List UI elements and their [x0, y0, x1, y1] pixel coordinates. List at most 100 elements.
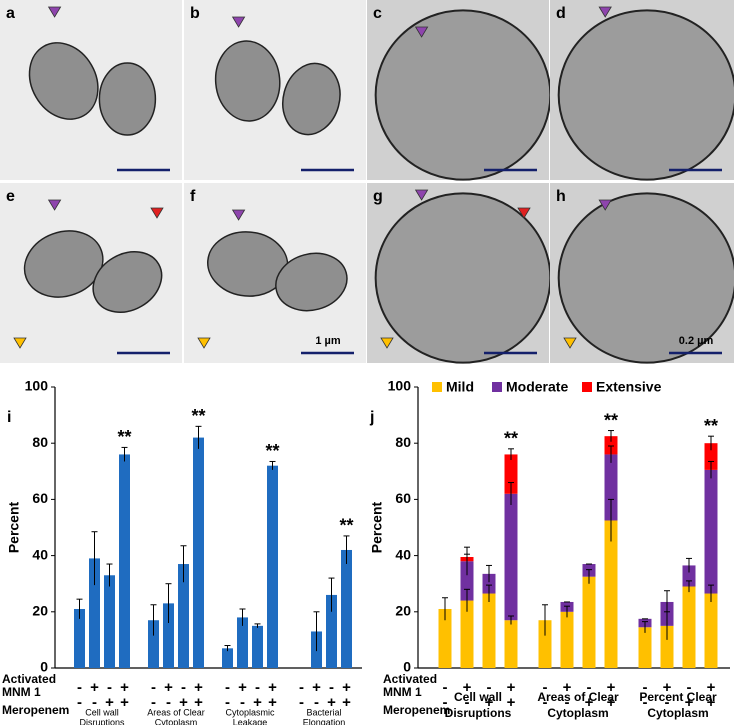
treatment-sign: - [587, 679, 592, 696]
treatment-sign: + [342, 694, 351, 711]
treatment-sign: + [312, 679, 321, 696]
bar-segment [660, 625, 674, 668]
arrowhead [13, 337, 27, 349]
y-axis-title: Percent [369, 501, 385, 553]
significance: ** [504, 429, 518, 449]
legend-swatch [492, 382, 502, 392]
bar [104, 575, 115, 668]
bar [237, 617, 248, 668]
treatment-sign: + [268, 694, 277, 711]
treatment-sign: + [120, 679, 129, 696]
treatment-sign: - [77, 694, 82, 711]
panel-label: e [6, 188, 15, 205]
category-label: Cell wall [85, 707, 119, 717]
bar [163, 603, 174, 668]
arrowhead [197, 337, 211, 349]
treatment-sign: - [543, 694, 548, 711]
bar-segment [538, 620, 552, 668]
bar-segment [482, 593, 496, 668]
cell [275, 252, 348, 312]
panel-label: i [7, 409, 11, 426]
treatment-sign: + [120, 694, 129, 711]
category-label: Elongation [303, 717, 346, 725]
treatment-sign: - [151, 679, 156, 696]
scale-label: 1 µm [315, 335, 341, 347]
treatment-sign: + [707, 679, 716, 696]
treatment-name: Activated [2, 672, 56, 686]
treatment-sign: - [92, 694, 97, 711]
treatment-sign: - [299, 679, 304, 696]
bar [341, 549, 352, 668]
cell [92, 251, 163, 313]
treatment-sign: + [585, 694, 594, 711]
bar-segment [604, 454, 618, 521]
treatment-sign: - [151, 694, 156, 711]
panel-label: d [556, 5, 566, 22]
bar [193, 437, 204, 668]
treatment-sign: + [90, 679, 99, 696]
panel-label: b [190, 5, 200, 22]
panel-label: g [373, 188, 383, 205]
category-label: Percent Clear [639, 690, 717, 704]
arrowhead [150, 207, 164, 219]
bar [267, 465, 278, 668]
category-label: Cell wall [454, 690, 502, 704]
y-tick-label: 0 [403, 659, 411, 675]
treatment-name: Meropenem [383, 703, 450, 717]
y-tick-label: 100 [25, 378, 49, 394]
treatment-sign: + [485, 694, 494, 711]
bar-segment [438, 608, 452, 668]
bar-segment [582, 576, 596, 668]
panel-label: c [373, 5, 382, 22]
cell [374, 192, 552, 364]
treatment-sign: + [179, 694, 188, 711]
treatment-sign: + [607, 679, 616, 696]
category-label: Cytoplasm [155, 717, 198, 725]
y-tick-label: 100 [388, 378, 412, 394]
arrowhead [414, 26, 429, 38]
y-tick-label: 20 [32, 603, 48, 619]
treatment-sign: - [643, 694, 648, 711]
category-label: Cytoplasm [647, 706, 708, 720]
legend-swatch [432, 382, 442, 392]
y-tick-label: 80 [32, 434, 48, 450]
legend-swatch [582, 382, 592, 392]
treatment-sign: - [665, 694, 670, 711]
arrowhead [380, 337, 394, 349]
arrowhead [598, 6, 612, 18]
panel-label: a [6, 5, 15, 22]
arrowhead [517, 207, 531, 219]
bar-segment [604, 520, 618, 668]
cell [374, 9, 552, 181]
legend-label: Moderate [506, 379, 568, 395]
bar [89, 558, 100, 668]
treatment-sign: + [194, 679, 203, 696]
arrowhead [47, 199, 62, 211]
bar-segment [560, 611, 574, 668]
bar-segment [682, 586, 696, 668]
treatment-sign: + [607, 694, 616, 711]
arrowhead [414, 189, 429, 201]
bar [74, 608, 85, 668]
y-tick-label: 60 [395, 490, 411, 506]
arrowhead [563, 337, 577, 349]
bar [222, 648, 233, 668]
legend-label: Extensive [596, 379, 662, 395]
bar-segment [460, 561, 474, 601]
legend-label: Mild [446, 379, 474, 395]
significance: ** [704, 416, 718, 436]
treatment-sign: - [443, 679, 448, 696]
y-tick-label: 60 [32, 490, 48, 506]
bar [252, 625, 263, 668]
y-tick-label: 20 [395, 603, 411, 619]
arrowhead [598, 199, 612, 211]
category-label: Disruptions [445, 706, 512, 720]
significance: ** [339, 516, 353, 536]
treatment-sign: - [166, 694, 171, 711]
cell [214, 40, 281, 122]
bar-segment [504, 493, 518, 621]
bar-segment [504, 620, 518, 668]
category-label: Disruptions [79, 717, 125, 725]
treatment-sign: - [181, 679, 186, 696]
treatment-sign: - [255, 679, 260, 696]
